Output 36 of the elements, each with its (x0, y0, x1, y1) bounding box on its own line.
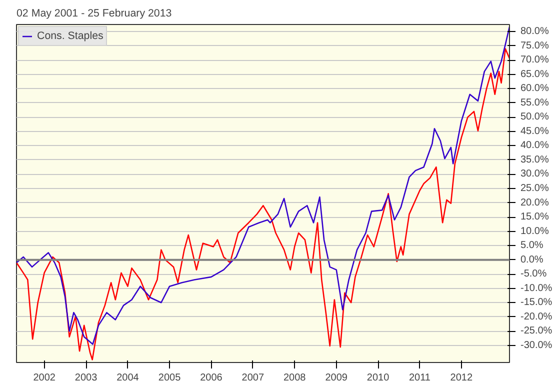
x-tick-label: 2004 (116, 372, 140, 384)
y-tick-label: 15.0% (520, 212, 549, 223)
x-tick-label: 2003 (74, 372, 98, 384)
legend-label: Cons. Staples (37, 30, 104, 42)
y-tick-label: 55.0% (520, 97, 549, 108)
chart-title: 02 May 2001 - 25 February 2013 (16, 8, 172, 20)
y-tick-label: 40.0% (520, 140, 549, 152)
y-tick-label: -30.0% (520, 340, 552, 351)
y-tick-label: 35.0% (520, 154, 549, 166)
y-tick-label: 30.0% (520, 168, 549, 180)
y-tick-label: -25.0% (520, 326, 552, 337)
y-tick-label: -10.0% (520, 282, 552, 294)
y-tick-label: 0.0% (520, 254, 544, 266)
y-tick-label: 5.0% (520, 240, 544, 252)
x-tick-label: 2007 (242, 372, 264, 384)
x-tick-label: 2008 (283, 372, 306, 384)
y-tick-label: 45.0% (520, 126, 549, 137)
y-tick-label: 70.0% (520, 54, 549, 66)
y-tick-label: -20.0% (520, 311, 552, 322)
x-tick-label: 2011 (408, 372, 431, 384)
y-tick-label: 75.0% (520, 40, 549, 52)
y-tick-label: 25.0% (520, 183, 549, 194)
y-tick-label: 80.0% (520, 26, 549, 38)
x-tick-label: 2005 (158, 372, 182, 384)
y-tick-label: 20.0% (520, 197, 549, 208)
y-tick-label: 10.0% (520, 226, 549, 237)
x-tick-label: 2012 (450, 372, 473, 384)
y-tick-label: 65.0% (520, 68, 549, 80)
x-tick-label: 2006 (200, 372, 223, 384)
y-tick-label: -5.0% (520, 268, 547, 280)
y-tick-label: -15.0% (520, 297, 552, 308)
x-tick-label: 2009 (325, 372, 348, 384)
y-tick-label: 50.0% (520, 112, 549, 123)
x-tick-label: 2010 (366, 372, 390, 384)
y-tick-label: 60.0% (520, 83, 549, 94)
x-tick-label: 2002 (33, 372, 56, 384)
